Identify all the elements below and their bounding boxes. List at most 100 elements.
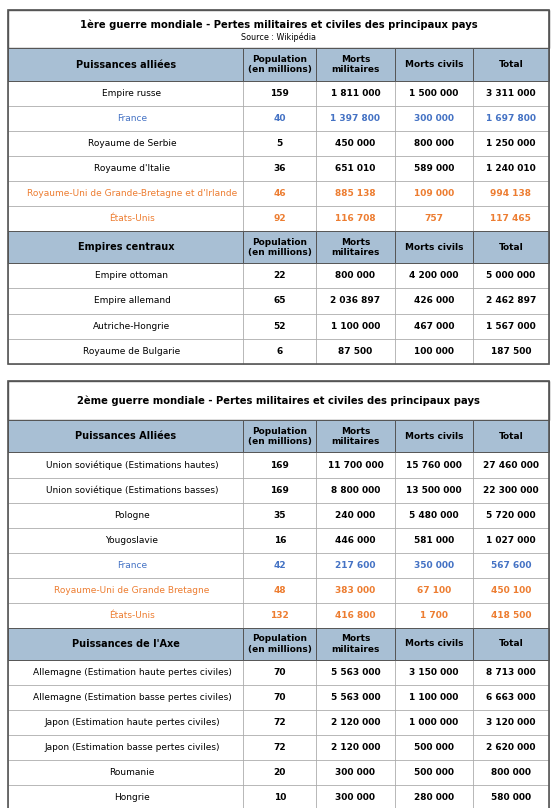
Bar [243, 452, 316, 478]
Text: 117 465: 117 465 [490, 214, 531, 223]
Text: 20: 20 [273, 768, 286, 777]
Text: 27 460 000: 27 460 000 [483, 461, 539, 469]
Text: Allemagne (Estimation haute pertes civiles): Allemagne (Estimation haute pertes civil… [32, 668, 231, 677]
Bar [316, 628, 395, 660]
Bar [395, 206, 473, 231]
Bar [473, 288, 549, 314]
Text: Puissances Alliées: Puissances Alliées [75, 431, 177, 441]
Bar [243, 181, 316, 206]
Bar [395, 231, 473, 263]
Bar [473, 735, 549, 760]
Text: Japon (Estimation haute pertes civiles): Japon (Estimation haute pertes civiles) [44, 718, 220, 727]
Bar [8, 452, 243, 478]
Text: 16: 16 [273, 536, 286, 545]
Text: 5 720 000: 5 720 000 [486, 511, 536, 520]
Text: 300 000: 300 000 [414, 114, 454, 123]
Bar [395, 156, 473, 181]
Bar [316, 603, 395, 628]
Bar [316, 578, 395, 603]
Bar [243, 288, 316, 314]
Bar [243, 156, 316, 181]
Bar [473, 48, 549, 81]
Text: France: France [117, 561, 147, 570]
Text: 87 500: 87 500 [338, 347, 373, 356]
Text: 383 000: 383 000 [335, 586, 375, 595]
Bar [473, 263, 549, 288]
Bar [395, 628, 473, 660]
Bar [8, 710, 243, 735]
Bar [243, 231, 316, 263]
Text: 446 000: 446 000 [335, 536, 376, 545]
Text: 15 760 000: 15 760 000 [406, 461, 462, 469]
Bar [243, 603, 316, 628]
Bar [395, 478, 473, 503]
Bar [8, 381, 549, 808]
Text: 100 000: 100 000 [414, 347, 454, 356]
Bar [395, 660, 473, 685]
Text: 40: 40 [273, 114, 286, 123]
Text: 240 000: 240 000 [335, 511, 375, 520]
Bar [243, 314, 316, 339]
Text: Total: Total [499, 60, 523, 69]
Bar [316, 760, 395, 785]
Bar [243, 685, 316, 710]
Text: 3 120 000: 3 120 000 [486, 718, 536, 727]
Text: Union soviétique (Estimations hautes): Union soviétique (Estimations hautes) [46, 461, 218, 469]
Text: 757: 757 [424, 214, 443, 223]
Text: Morts civils: Morts civils [404, 639, 463, 649]
Bar [8, 553, 243, 578]
Text: 2 120 000: 2 120 000 [331, 718, 380, 727]
Bar [8, 339, 243, 364]
Bar [316, 452, 395, 478]
Text: États-Unis: États-Unis [109, 611, 155, 620]
Text: 72: 72 [273, 718, 286, 727]
Bar [8, 503, 243, 528]
Bar [8, 48, 243, 81]
Bar [395, 735, 473, 760]
Bar [316, 478, 395, 503]
Bar [8, 578, 243, 603]
Text: 92: 92 [273, 214, 286, 223]
Text: 467 000: 467 000 [414, 322, 454, 330]
Bar [473, 339, 549, 364]
Text: 1 250 000: 1 250 000 [486, 139, 536, 148]
Bar [243, 578, 316, 603]
Text: 5 480 000: 5 480 000 [409, 511, 458, 520]
Text: 35: 35 [273, 511, 286, 520]
Text: 5 563 000: 5 563 000 [331, 668, 380, 677]
Bar [8, 10, 549, 364]
Text: 52: 52 [273, 322, 286, 330]
Bar [8, 288, 243, 314]
Bar [395, 603, 473, 628]
Bar [8, 131, 243, 156]
Bar [473, 478, 549, 503]
Bar [473, 628, 549, 660]
Text: 1 811 000: 1 811 000 [331, 89, 380, 98]
Text: 8 713 000: 8 713 000 [486, 668, 536, 677]
Bar [395, 528, 473, 553]
Bar [8, 478, 243, 503]
Bar [395, 106, 473, 131]
Bar [243, 420, 316, 452]
Text: Empires centraux: Empires centraux [77, 242, 174, 252]
Text: 651 010: 651 010 [335, 164, 375, 173]
Text: 2ème guerre mondiale - Pertes militaires et civiles des principaux pays: 2ème guerre mondiale - Pertes militaires… [77, 396, 480, 406]
Text: 885 138: 885 138 [335, 189, 376, 198]
Text: 13 500 000: 13 500 000 [406, 486, 462, 494]
Text: Roumanie: Roumanie [109, 768, 155, 777]
Bar [8, 528, 243, 553]
Bar [243, 553, 316, 578]
Text: 3 311 000: 3 311 000 [486, 89, 536, 98]
Bar [8, 206, 243, 231]
Text: Morts
militaires: Morts militaires [331, 427, 380, 446]
Text: 426 000: 426 000 [414, 297, 454, 305]
Text: 5: 5 [277, 139, 283, 148]
Bar [473, 785, 549, 808]
Text: 2 036 897: 2 036 897 [330, 297, 380, 305]
Text: Empire allemand: Empire allemand [94, 297, 170, 305]
Text: Royaume de Bulgarie: Royaume de Bulgarie [84, 347, 180, 356]
Bar [8, 760, 243, 785]
Text: 1 700: 1 700 [420, 611, 448, 620]
Bar [243, 785, 316, 808]
Text: 109 000: 109 000 [414, 189, 454, 198]
